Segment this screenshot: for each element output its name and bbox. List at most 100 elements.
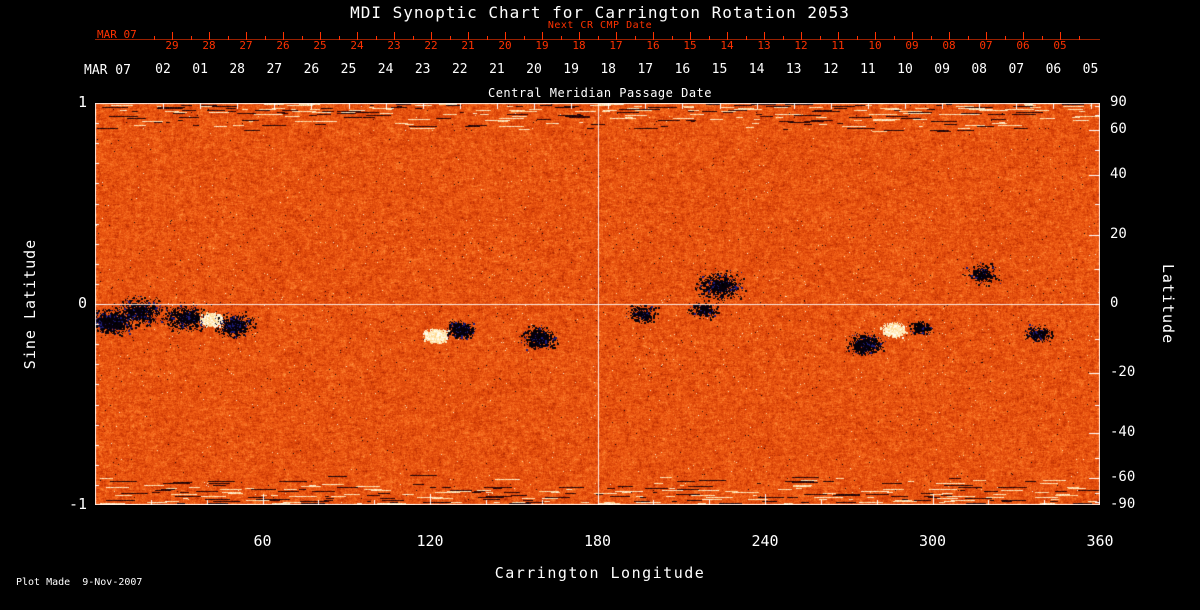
next-cr-major-tick <box>1060 32 1061 40</box>
next-cr-major-tick <box>727 32 728 40</box>
next-cr-minor-tick <box>412 36 414 40</box>
next-cr-day-label: 22 <box>424 39 438 52</box>
next-cr-major-tick <box>801 32 802 40</box>
longitude-tick-label: 120 <box>416 532 444 550</box>
next-cr-major-tick <box>431 32 432 40</box>
next-cr-major-tick <box>246 32 247 40</box>
next-cr-major-tick <box>283 32 284 40</box>
cmp-day-label: 27 <box>266 62 283 77</box>
next-cr-day-label: 13 <box>757 39 771 52</box>
next-cr-month-label: MAR 07 <box>97 28 137 41</box>
cmp-day-label: 23 <box>414 62 431 77</box>
cmp-day-label: 25 <box>340 62 357 77</box>
cmp-day-label: 02 <box>155 62 171 77</box>
next-cr-major-tick <box>949 32 950 40</box>
latitude-tick-label: 60 <box>1110 120 1127 137</box>
right-axis-title: Latitude <box>1159 263 1177 345</box>
next-cr-day-label: 23 <box>387 39 401 52</box>
next-cr-day-label: 29 <box>165 39 179 52</box>
next-cr-major-tick <box>875 32 876 40</box>
cmp-month-label: MAR 07 <box>84 63 131 78</box>
next-cr-day-label: 17 <box>609 39 623 52</box>
next-cr-day-label: 07 <box>979 39 993 52</box>
cmp-day-label: 12 <box>822 62 839 77</box>
next-cr-major-tick <box>320 32 321 40</box>
latitude-tick-label: -20 <box>1110 363 1136 380</box>
next-cr-major-tick <box>209 32 210 40</box>
cmp-day-label: 20 <box>526 62 542 77</box>
latitude-tick-label: -60 <box>1110 469 1136 486</box>
next-cr-major-tick <box>690 32 691 40</box>
next-cr-day-label: 20 <box>498 39 512 52</box>
next-cr-minor-tick <box>523 36 525 40</box>
next-cr-day-label: 10 <box>868 39 882 52</box>
next-cr-minor-tick <box>634 36 636 40</box>
longitude-tick-label: 180 <box>583 532 612 550</box>
chart-title: MDI Synoptic Chart for Carrington Rotati… <box>350 3 850 22</box>
next-cr-minor-tick <box>930 36 932 40</box>
next-cr-day-label: 19 <box>535 39 549 52</box>
longitude-tick-label: 60 <box>253 532 272 550</box>
sine-latitude-tick-label: 0 <box>77 294 87 312</box>
next-cr-day-label: 12 <box>794 39 808 52</box>
next-cr-day-label: 26 <box>276 39 290 52</box>
next-cr-minor-tick <box>1004 36 1006 40</box>
latitude-tick-label: 90 <box>1110 94 1127 110</box>
cmp-day-label: 11 <box>860 62 876 77</box>
cmp-axis-title: Central Meridian Passage Date <box>487 86 712 100</box>
next-cr-day-label: 21 <box>461 39 475 52</box>
cmp-day-label: 07 <box>1008 62 1025 77</box>
next-cr-major-tick <box>838 32 839 40</box>
magnetogram-canvas <box>95 103 1100 505</box>
next-cr-minor-tick <box>708 36 710 40</box>
cmp-day-label: 26 <box>303 62 320 77</box>
next-cr-major-tick <box>394 32 395 40</box>
next-cr-day-label: 06 <box>1016 39 1030 52</box>
latitude-tick-label: 20 <box>1110 226 1127 243</box>
next-cr-day-label: 09 <box>905 39 919 52</box>
next-cr-minor-tick <box>745 36 747 40</box>
next-cr-major-tick <box>616 32 617 40</box>
next-cr-minor-tick <box>1041 36 1043 40</box>
next-cr-minor-tick <box>782 36 784 40</box>
next-cr-minor-tick <box>893 36 895 40</box>
cmp-day-label: 18 <box>600 62 617 77</box>
next-cr-minor-tick <box>819 36 821 40</box>
left-axis-title: Sine Latitude <box>21 238 39 370</box>
next-cr-day-label: 11 <box>831 39 845 52</box>
latitude-tick-label: -90 <box>1110 496 1136 512</box>
next-cr-major-tick <box>912 32 913 40</box>
next-cr-minor-tick <box>301 36 303 40</box>
sine-latitude-tick-label: 1 <box>77 93 87 111</box>
bottom-axis-title: Carrington Longitude <box>494 564 706 582</box>
cmp-day-label: 22 <box>451 62 468 77</box>
cmp-day-label: 09 <box>934 62 950 77</box>
sine-latitude-tick-label: -1 <box>68 495 87 513</box>
longitude-tick-label: 240 <box>751 532 779 550</box>
cmp-day-label: 10 <box>897 62 913 77</box>
next-cr-minor-tick <box>264 36 266 40</box>
next-cr-minor-tick <box>190 36 192 40</box>
cmp-day-label: 01 <box>192 62 208 77</box>
next-cr-major-tick <box>357 32 358 40</box>
next-cr-minor-tick <box>449 36 451 40</box>
next-cr-major-tick <box>468 32 469 40</box>
cmp-day-label: 13 <box>785 62 802 77</box>
latitude-tick-label: 0 <box>1110 295 1119 311</box>
next-cr-minor-tick <box>856 36 858 40</box>
next-cr-major-tick <box>579 32 580 40</box>
next-cr-day-label: 24 <box>350 39 364 52</box>
next-cr-minor-tick <box>967 36 969 40</box>
next-cr-day-label: 14 <box>720 39 734 52</box>
cmp-day-label: 19 <box>563 62 579 77</box>
next-cr-major-tick <box>505 32 506 40</box>
next-cr-cmp-date-axis-title: Next CR CMP Date <box>547 20 653 31</box>
next-cr-major-tick <box>986 32 987 40</box>
cmp-day-label: 15 <box>711 62 728 77</box>
next-cr-day-label: 18 <box>572 39 586 52</box>
cmp-day-label: 14 <box>748 62 765 77</box>
next-cr-day-label: 27 <box>239 39 253 52</box>
next-cr-minor-tick <box>560 36 562 40</box>
next-cr-major-tick <box>1023 32 1024 40</box>
